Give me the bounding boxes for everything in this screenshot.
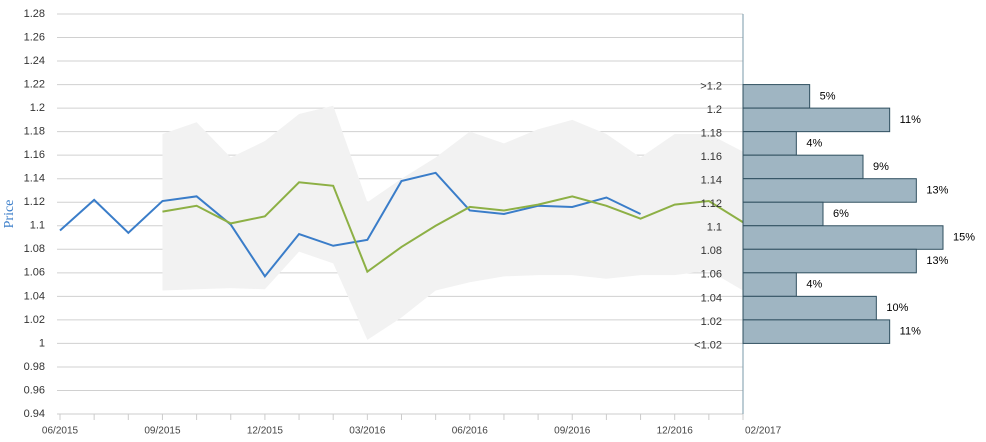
y-tick-label: 0.94 <box>24 408 45 420</box>
histogram-value-label: 5% <box>820 90 836 102</box>
y-tick-label: 1.18 <box>24 126 45 138</box>
y-tick-label: 0.96 <box>24 384 45 396</box>
histogram-bar <box>742 201 824 227</box>
y-tick-label: 1.28 <box>24 8 45 20</box>
histogram-bin-label: 1.1 <box>707 222 722 234</box>
histogram-bar <box>742 131 797 156</box>
histogram-bin-label: 1.14 <box>701 175 722 187</box>
histogram-bar <box>742 319 891 344</box>
x-tick-label: 12/2015 <box>247 426 284 437</box>
histogram-value-label: 4% <box>806 278 822 290</box>
histogram-bin-label: 1.04 <box>701 292 722 304</box>
histogram-bar <box>742 295 877 321</box>
x-tick-label: 06/2016 <box>452 426 489 437</box>
x-tick-label: 12/2016 <box>657 426 694 437</box>
y-tick-label: 1.22 <box>24 78 45 90</box>
y-tick-label: 1.24 <box>24 55 45 67</box>
histogram-value-label: 9% <box>873 161 889 173</box>
histogram-bin-label: 1.02 <box>701 316 722 328</box>
series-line <box>59 171 641 279</box>
histogram-bin-label: 1.18 <box>701 128 722 140</box>
histogram-bin-label: >1.2 <box>700 80 722 92</box>
y-tick-label: 1 <box>39 337 45 349</box>
histogram-bar <box>742 107 891 133</box>
histogram-bin-label: <1.02 <box>694 339 722 351</box>
x-tick-label: 09/2015 <box>144 426 181 437</box>
histogram-bar <box>742 84 811 109</box>
histogram-value-label: 4% <box>806 137 822 149</box>
histogram-bin-label: 1.16 <box>701 151 722 163</box>
x-tick-label: 03/2016 <box>349 426 386 437</box>
histogram-bar <box>742 178 917 203</box>
y-tick-label: 1.02 <box>24 314 45 326</box>
y-tick-label: 1.04 <box>24 290 45 302</box>
histogram-bar <box>742 225 944 250</box>
histogram-value-label: 6% <box>833 208 849 220</box>
y-tick-label: 1.12 <box>24 196 45 208</box>
y-tick-label: 1.08 <box>24 243 45 255</box>
histogram-bar <box>742 154 864 180</box>
y-tick-label: 1.26 <box>24 31 45 43</box>
histogram-value-label: 10% <box>886 302 908 314</box>
y-tick-label: 1.06 <box>24 267 45 279</box>
histogram-bin-label: 1.2 <box>707 104 722 116</box>
y-tick-label: 1.14 <box>24 173 45 185</box>
x-tick-label: 02/2017 <box>745 426 782 437</box>
y-tick-label: 1.2 <box>30 102 45 114</box>
y-axis-label: Price <box>2 200 17 229</box>
histogram-bin-label: 1.06 <box>701 269 722 281</box>
histogram-bar <box>742 272 797 297</box>
histogram-value-label: 15% <box>953 231 975 243</box>
histogram-bin-label: 1.12 <box>701 198 722 210</box>
histogram-bin-label: 1.08 <box>701 245 722 257</box>
histogram-value-label: 13% <box>926 255 948 267</box>
y-tick-label: 0.98 <box>24 361 45 373</box>
y-tick-label: 1.16 <box>24 149 45 161</box>
x-tick-label: 06/2015 <box>42 426 79 437</box>
series-line <box>162 181 744 274</box>
range-band <box>162 105 743 340</box>
histogram-value-label: 11% <box>900 326 921 338</box>
histogram-value-label: 11% <box>900 114 921 126</box>
histogram-bar <box>742 248 917 274</box>
y-tick-label: 1.1 <box>30 220 45 232</box>
x-tick-label: 09/2016 <box>554 426 591 437</box>
histogram-value-label: 13% <box>926 184 948 196</box>
